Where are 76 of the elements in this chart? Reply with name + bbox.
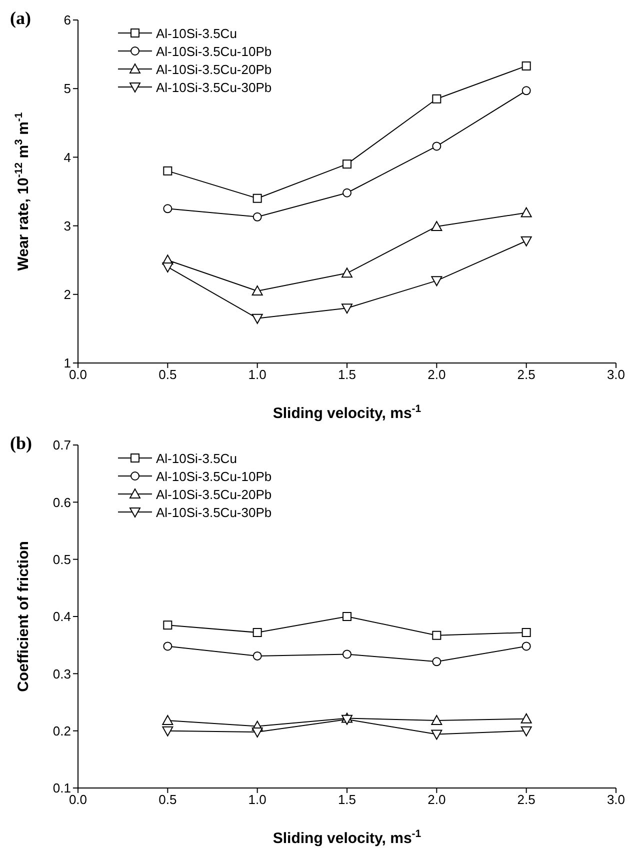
y-tick-label: 0.4 [52,609,71,624]
x-tick-label: 3.0 [606,367,626,382]
point [342,304,352,314]
point [342,268,352,278]
chart-title: (a) [10,8,31,29]
y-tick-label: 0.3 [52,666,71,682]
point [342,188,352,198]
x-tick-label: 3.0 [606,792,626,808]
point [163,642,172,651]
x-tick-label: 2.0 [428,367,446,382]
point [431,276,442,286]
x-tick-label: 0.0 [68,792,88,808]
y-tick-label: 3 [64,218,71,234]
point [520,726,532,736]
point [520,207,532,218]
x-tick-label: 2.0 [428,792,446,808]
x-axis-title: Sliding velocity, ms$^{-1}$ [272,828,422,847]
point [520,713,532,724]
point [163,620,172,630]
point [432,142,442,151]
legend-label: Al-10Si-3.5Cu-20Pb [156,486,272,502]
legend-label: Al-10Si-3.5Cu-20Pb [156,62,272,76]
x-tick-label: 1.5 [338,792,356,808]
x-axis-title: Sliding velocity, ms$^{-1}$ [272,403,422,422]
y-tick-label: 2 [64,287,71,302]
y-tick-label: 5 [64,81,71,96]
x-tick-label: 2.5 [517,792,536,808]
y-tick-label: 0.6 [52,494,71,510]
point [432,630,442,640]
y-tick-label: 0.5 [52,552,71,567]
point [252,212,262,222]
point [163,166,172,176]
y-tick-label: 1 [64,356,71,371]
point [162,715,174,726]
point [252,314,263,324]
legend-label: Al-10Si-3.5Cu-10Pb [156,44,272,58]
point [342,160,352,169]
y-tick-label: 0.1 [52,780,71,796]
y-tick-label: 0.2 [52,723,71,738]
point [162,726,174,736]
point [342,612,352,621]
x-tick-label: 0.5 [158,792,177,808]
point [522,86,531,96]
point [252,651,262,660]
point [252,727,263,738]
point [432,657,442,666]
y-axis-title: Coefficient of friction [15,541,32,692]
x-tick-label: 0.0 [68,367,88,382]
point [520,236,532,246]
point [252,194,262,203]
point [252,628,262,638]
point [163,204,172,214]
y-tick-label: 0.7 [52,438,71,453]
legend-label: Al-10Si-3.5Cu-10Pb [156,468,272,484]
x-tick-label: 1.0 [248,367,266,382]
x-tick-label: 1.5 [338,367,356,382]
legend-label: Al-10Si-3.5Cu [156,450,237,466]
x-tick-label: 1.0 [248,792,266,808]
legend-label: Al-10Si-3.5Cu-30Pb [156,504,272,520]
legend-label: Al-10Si-3.5Cu-30Pb [156,80,272,94]
point [522,61,531,70]
point [431,730,442,740]
point [432,94,442,104]
y-tick-label: 6 [64,12,71,28]
x-tick-label: 2.5 [517,367,536,382]
point [342,650,352,659]
point [252,285,263,296]
y-tick-label: 4 [64,150,71,165]
legend-label: Al-10Si-3.5Cu [156,26,237,40]
point [522,642,531,651]
point [431,715,442,726]
point [431,220,442,231]
x-tick-label: 0.5 [158,367,177,382]
chart-title: (b) [10,433,32,454]
point [522,628,531,638]
point [162,262,174,272]
